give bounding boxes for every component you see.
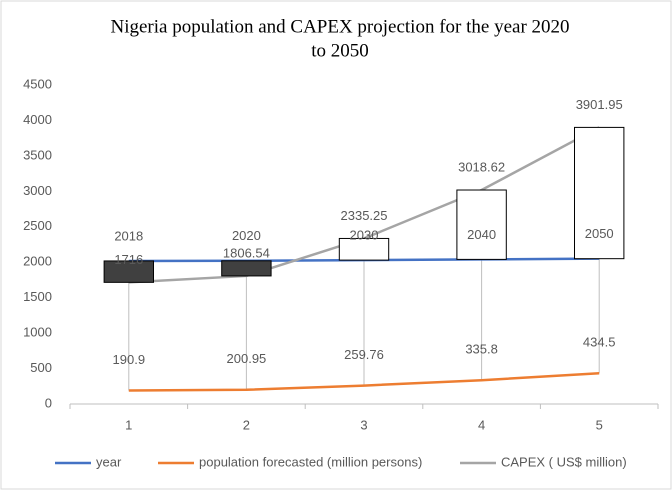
y-tick-label: 4000 xyxy=(23,112,52,127)
data-label: 3901.95 xyxy=(576,97,623,112)
up-bar xyxy=(338,237,390,261)
y-tick-label: 2000 xyxy=(23,254,52,269)
legend-label: population forecasted (million persons) xyxy=(199,454,422,469)
legend-label: CAPEX ( US$ million) xyxy=(501,454,627,469)
data-label: 2018 xyxy=(114,228,143,243)
up-bar xyxy=(456,189,507,260)
y-tick-label: 0 xyxy=(45,395,52,410)
data-label: 2040 xyxy=(467,227,496,242)
data-label: 1806.54 xyxy=(223,245,270,260)
data-label: 3018.62 xyxy=(458,159,505,174)
y-tick-label: 500 xyxy=(30,360,52,375)
x-tick-label: 4 xyxy=(478,417,485,432)
up-bar xyxy=(574,126,625,260)
y-tick-label: 2500 xyxy=(23,218,52,233)
series-line xyxy=(128,371,600,392)
y-tick-label: 1000 xyxy=(23,325,52,340)
data-label: 335.8 xyxy=(465,342,498,357)
data-label: 2050 xyxy=(585,226,614,241)
down-bar xyxy=(221,260,272,277)
y-tick-label: 1500 xyxy=(23,289,52,304)
data-label: 259.76 xyxy=(344,347,384,362)
data-label: 1716 xyxy=(114,252,143,267)
legend-label: year xyxy=(96,454,122,469)
data-label: 2020 xyxy=(232,228,261,243)
data-label: 2030 xyxy=(350,228,379,243)
y-tick-label: 3000 xyxy=(23,183,52,198)
chart-title: to 2050 xyxy=(311,40,369,61)
x-tick-label: 1 xyxy=(125,417,132,432)
x-tick-label: 5 xyxy=(596,417,603,432)
down-bar xyxy=(103,260,154,283)
data-label: 434.5 xyxy=(583,335,616,350)
data-label: 200.95 xyxy=(227,351,267,366)
x-tick-label: 2 xyxy=(243,417,250,432)
data-label: 190.9 xyxy=(113,352,146,367)
x-tick-label: 3 xyxy=(360,417,367,432)
chart-title: Nigeria population and CAPEX projection … xyxy=(110,16,569,37)
y-tick-label: 4500 xyxy=(23,76,52,91)
data-label: 2335.25 xyxy=(341,208,388,223)
y-tick-label: 3500 xyxy=(23,147,52,162)
